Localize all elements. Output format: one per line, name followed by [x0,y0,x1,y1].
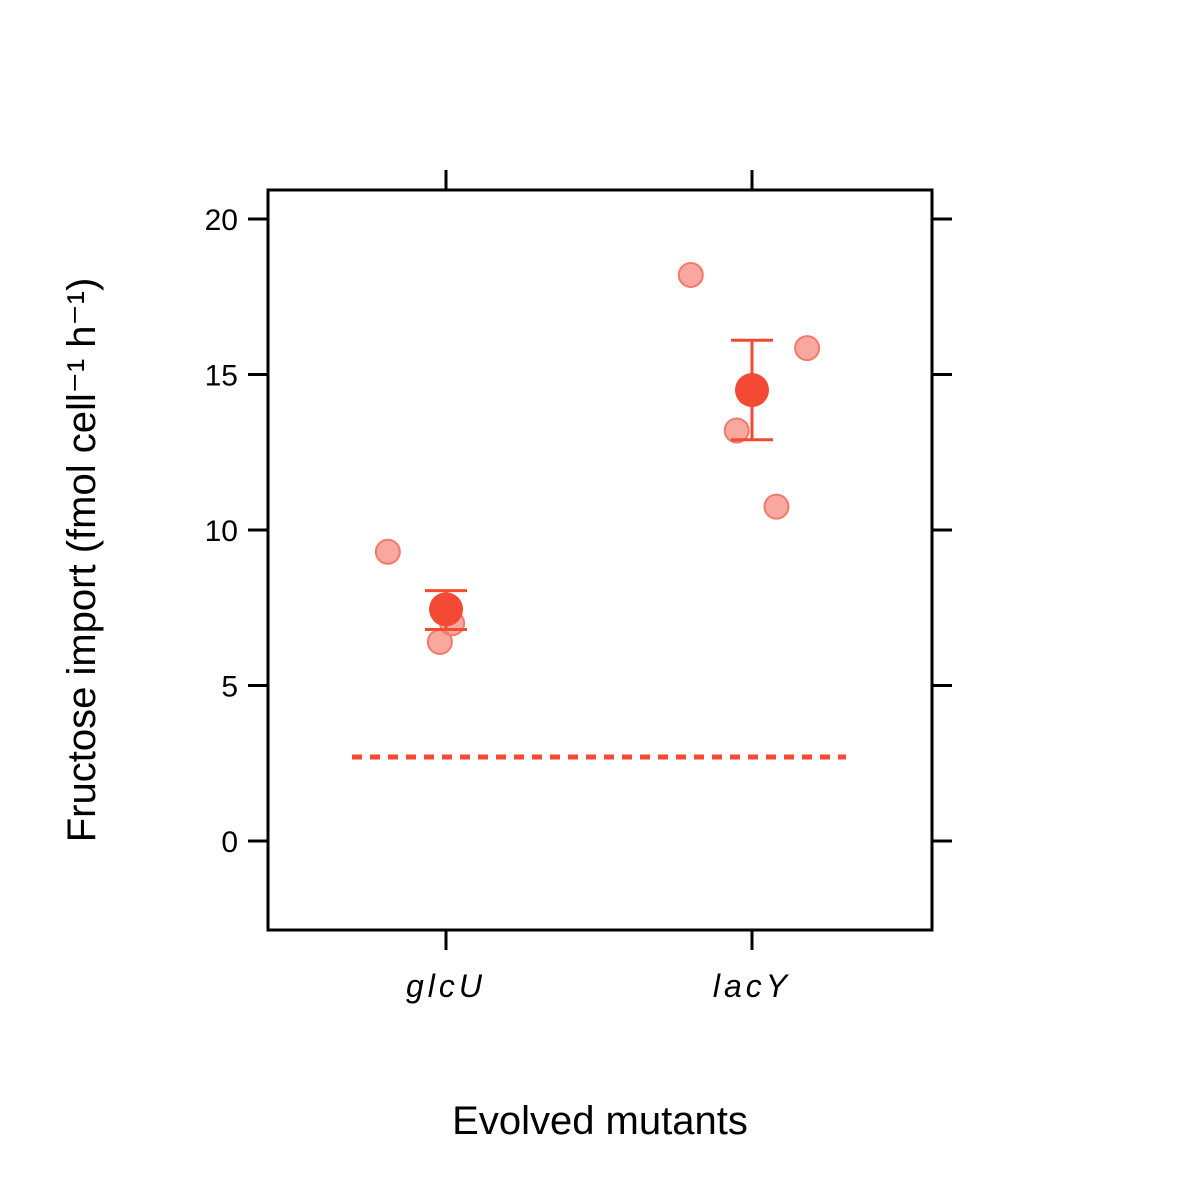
y-axis-title: Fructose import (fmol cell⁻¹ h⁻¹) [60,278,104,843]
data-point [723,417,750,444]
y-tick-label: 10 [205,515,238,548]
x-tick-label: lacY [713,968,791,1004]
data-point [763,493,790,520]
y-tick-label: 0 [221,826,238,859]
y-tick-label: 5 [221,671,238,704]
data-point [374,538,401,565]
data-point [426,628,453,655]
labels: 0 5 10 15 20 glcU lacY [205,204,791,1004]
y-tick-label: 15 [205,360,238,393]
axes [248,170,952,950]
plot-area [352,261,846,760]
plot-frame [266,188,934,932]
y-tick-label: 20 [205,204,238,237]
data-point [794,335,821,362]
x-axis-title: Evolved mutants [452,1099,748,1143]
mean-point [429,592,463,627]
x-tick-label: glcU [406,968,486,1004]
data-point [677,261,704,288]
mean-point [735,373,769,408]
